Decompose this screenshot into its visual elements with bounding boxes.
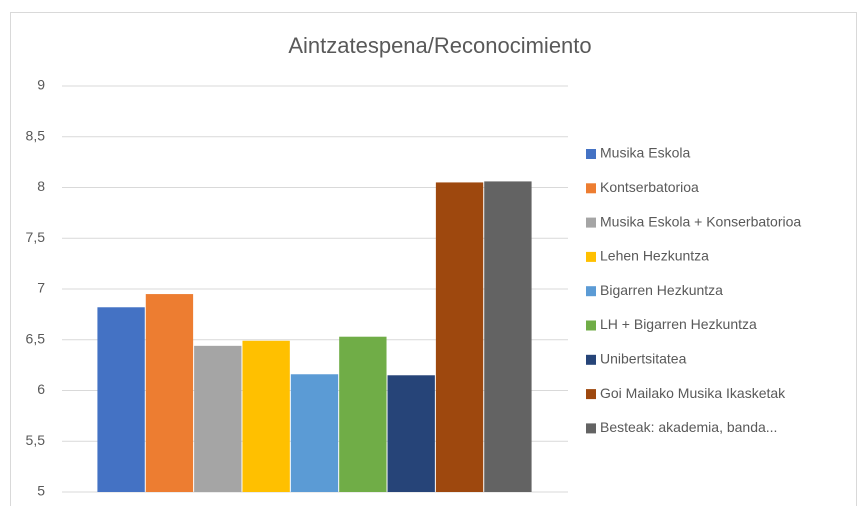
legend-label: Kontserbatorioa xyxy=(600,179,699,195)
legend-label: Bigarren Hezkuntza xyxy=(600,282,723,298)
y-tick-label: 9 xyxy=(37,77,45,93)
y-tick-label: 7,5 xyxy=(26,229,46,245)
y-tick-label: 8,5 xyxy=(26,127,46,143)
y-tick-label: 7 xyxy=(37,280,45,296)
legend-label: Unibertsitatea xyxy=(600,351,687,367)
legend-label: Musika Eskola + Konserbatorioa xyxy=(600,213,801,229)
y-tick-label: 6 xyxy=(37,381,45,397)
legend-swatch xyxy=(586,149,596,159)
legend-swatch xyxy=(586,251,596,262)
bar xyxy=(339,336,387,492)
bar xyxy=(194,345,242,492)
legend-label: Musika Eskola xyxy=(600,145,690,161)
bar xyxy=(387,375,435,492)
legend-label: Goi Mailako Musika Ikasketak xyxy=(600,385,786,401)
y-tick-label: 5,5 xyxy=(26,432,46,448)
y-tick-label: 6,5 xyxy=(26,330,46,346)
chart-title: Aintzatespena/Reconocimiento xyxy=(288,33,591,58)
legend-swatch xyxy=(586,354,596,365)
bar xyxy=(290,374,339,492)
legend-swatch xyxy=(586,217,596,228)
legend-label: LH + Bigarren Hezkuntza xyxy=(600,316,757,332)
y-tick-label: 8 xyxy=(37,178,45,194)
legend-swatch xyxy=(586,423,596,434)
legend-swatch xyxy=(586,389,596,400)
bar xyxy=(97,307,145,492)
bar xyxy=(242,340,290,492)
legend-label: Lehen Hezkuntza xyxy=(600,248,709,264)
legend-swatch xyxy=(586,320,596,331)
legend-swatch xyxy=(586,183,596,194)
bar xyxy=(435,182,484,493)
bar xyxy=(484,181,532,492)
legend-label: Besteak: akademia, banda... xyxy=(600,419,777,435)
y-tick-label: 5 xyxy=(37,483,45,499)
bar xyxy=(145,294,194,492)
legend-swatch xyxy=(586,286,596,297)
